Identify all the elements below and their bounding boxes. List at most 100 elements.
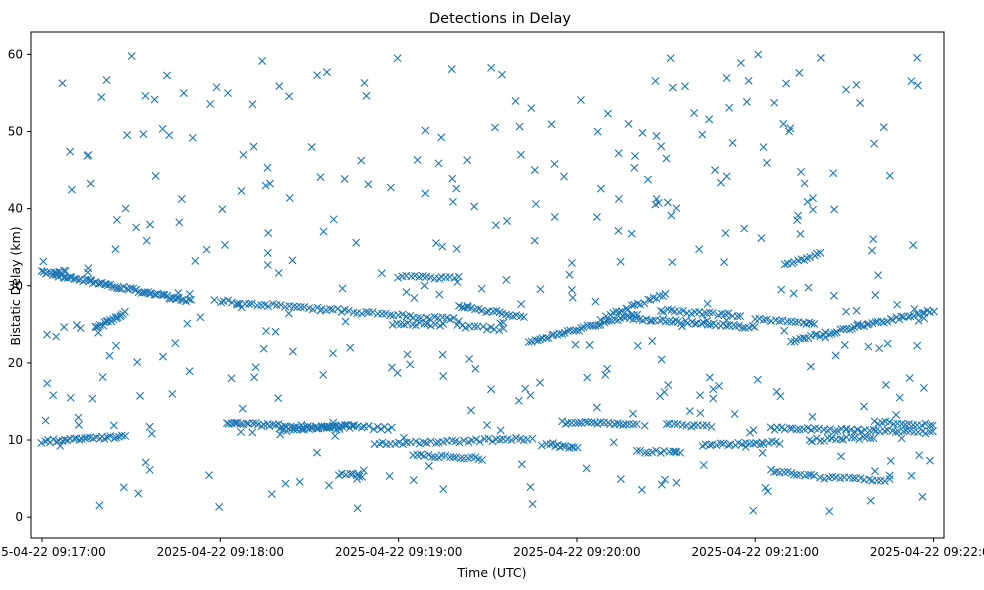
data-point (142, 236, 151, 245)
data-point (123, 131, 132, 140)
data-point (668, 258, 677, 267)
data-point (210, 295, 219, 304)
data-point (544, 334, 553, 342)
data-point (766, 423, 775, 432)
data-point (762, 158, 771, 167)
data-point (866, 496, 875, 505)
data-point (657, 142, 666, 151)
data-point (528, 499, 537, 508)
data-point (918, 309, 927, 318)
data-point (289, 302, 298, 311)
data-point (742, 97, 751, 106)
data-point (759, 315, 768, 324)
data-point (499, 324, 508, 333)
data-point (811, 330, 820, 339)
data-point (722, 316, 731, 325)
data-point (236, 427, 245, 436)
data-point (495, 326, 504, 335)
data-point (322, 68, 331, 77)
data-point (853, 425, 862, 434)
data-point (816, 248, 825, 257)
data-point (76, 324, 85, 333)
data-point (421, 126, 430, 135)
data-point (454, 272, 463, 281)
data-point (879, 123, 888, 132)
data-point (587, 418, 596, 427)
data-point (829, 291, 838, 300)
data-point (885, 418, 894, 427)
data-point (657, 355, 666, 364)
data-point (690, 319, 699, 328)
data-point (871, 467, 879, 476)
data-point (754, 50, 763, 59)
data-point (910, 305, 919, 314)
data-point (72, 321, 81, 330)
data-point (730, 410, 739, 418)
data-point (191, 256, 200, 265)
data-point (632, 314, 641, 323)
data-point (263, 248, 272, 257)
data-point (652, 446, 661, 455)
data-point (146, 220, 155, 229)
data-point (558, 441, 567, 450)
data-point (136, 391, 145, 400)
data-point (661, 317, 670, 326)
data-point (319, 370, 328, 379)
data-point (322, 422, 331, 431)
data-point (139, 130, 148, 139)
data-point (736, 312, 745, 321)
y-axis: 0 10 20 30 40 50 60 (8, 47, 31, 524)
data-point (705, 115, 714, 124)
data-point (275, 82, 284, 91)
data-point (886, 456, 895, 465)
data-point (179, 89, 188, 98)
data-point (808, 205, 817, 214)
data-point (66, 393, 75, 402)
data-point (205, 471, 213, 480)
data-point (542, 333, 551, 342)
data-point (519, 313, 528, 322)
data-point (126, 284, 135, 292)
data-point (289, 425, 298, 434)
data-point (284, 309, 293, 318)
data-point (705, 440, 714, 449)
data-point (591, 297, 600, 306)
data-point (837, 452, 846, 461)
data-point (594, 321, 603, 330)
data-point (188, 133, 197, 142)
data-point (59, 266, 68, 275)
data-point (604, 316, 613, 325)
data-point (249, 142, 258, 151)
data-point (341, 421, 350, 430)
data-point (780, 425, 789, 434)
data-point (603, 109, 612, 118)
data-point (242, 419, 251, 428)
data-point (438, 242, 447, 251)
data-point (74, 420, 83, 429)
data-point (218, 205, 227, 214)
data-point (264, 229, 273, 237)
data-point (224, 296, 233, 305)
data-point (676, 448, 685, 457)
data-point (906, 312, 915, 321)
data-point (415, 318, 424, 327)
data-point (636, 446, 645, 455)
data-point (482, 325, 491, 334)
data-point (147, 429, 156, 438)
data-point (808, 412, 817, 421)
data-point (248, 428, 257, 437)
data-point (288, 256, 297, 265)
data-point (297, 425, 306, 434)
data-point (757, 234, 766, 243)
data-point (435, 290, 444, 299)
data-point (613, 419, 622, 428)
data-point (601, 312, 610, 321)
data-point (665, 317, 674, 326)
data-point (538, 334, 547, 343)
data-point (690, 108, 699, 117)
data-point (470, 322, 479, 331)
data-point (285, 424, 294, 433)
data-point (795, 68, 804, 77)
data-point (800, 334, 809, 343)
data-point (696, 409, 705, 418)
